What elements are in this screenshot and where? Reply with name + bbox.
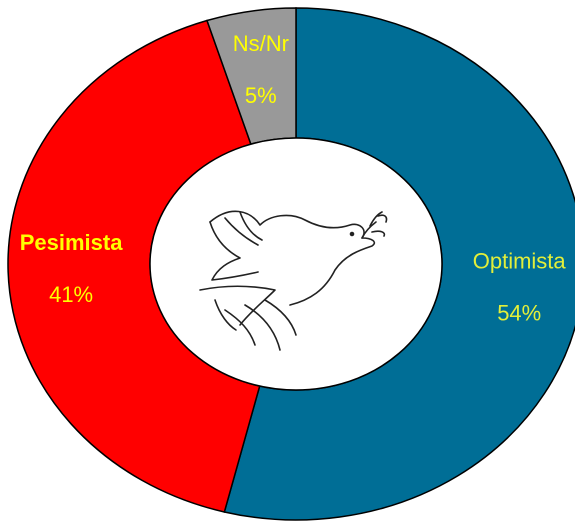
value-label: 5% [245, 83, 277, 108]
value-label: 54% [497, 300, 541, 325]
donut-hole [150, 138, 442, 390]
slice-label: Pesimista [20, 230, 123, 255]
value-label: 41% [49, 282, 93, 307]
slice-label: Ns/Nr [233, 31, 289, 56]
page: {"chart_data": {"type": "donut", "catego… [0, 0, 575, 523]
chart: Optimista 54% Pesimista 41% Ns/Nr 5% [0, 0, 575, 523]
slice-label: Optimista [473, 248, 567, 273]
